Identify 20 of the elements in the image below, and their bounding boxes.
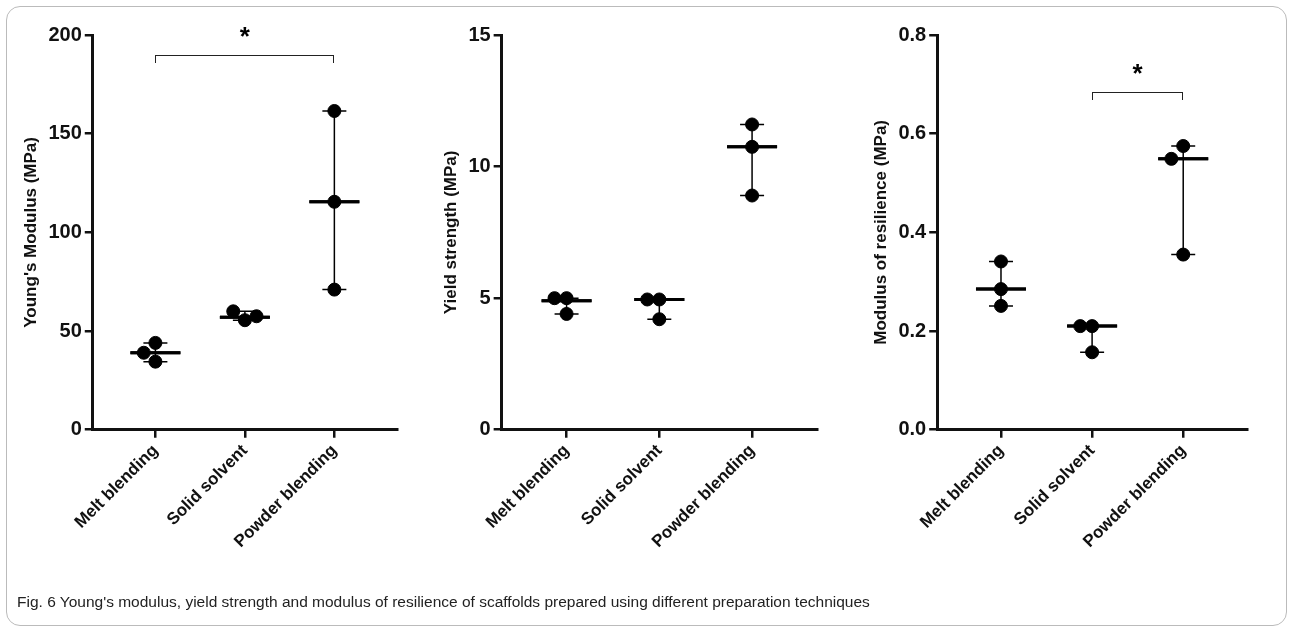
y-tick-label: 150: [48, 121, 82, 144]
y-axis-title: Young's Modulus (MPa): [20, 137, 40, 328]
y-tick-label: 0.0: [898, 417, 927, 440]
y-tick-label: 0.8: [898, 22, 927, 45]
y-tick-label: 0.6: [898, 121, 927, 144]
y-tick-label: 0.2: [898, 318, 927, 341]
y-tick-label: 15: [468, 22, 491, 45]
y-tick-label: 0.4: [898, 219, 928, 242]
y-tick-label: 200: [48, 22, 82, 45]
annotation: *: [1132, 57, 1143, 89]
y-tick-label: 0: [70, 417, 82, 440]
y-tick-label: 10: [468, 154, 491, 177]
annotation: *: [239, 20, 250, 52]
y-tick-label: 0: [479, 417, 491, 440]
y-tick-label: 50: [59, 318, 82, 341]
y-axis-title: Yield strength (MPa): [440, 150, 460, 315]
y-tick-label: 100: [48, 219, 82, 242]
y-axis-title: Modulus of resilience (MPa): [870, 119, 890, 345]
caption: Fig. 6 Young's modulus, yield strength and modulus of resilience of scaffolds prepared using different preparation techniques: [17, 593, 870, 611]
y-tick-label: 5: [479, 285, 491, 308]
